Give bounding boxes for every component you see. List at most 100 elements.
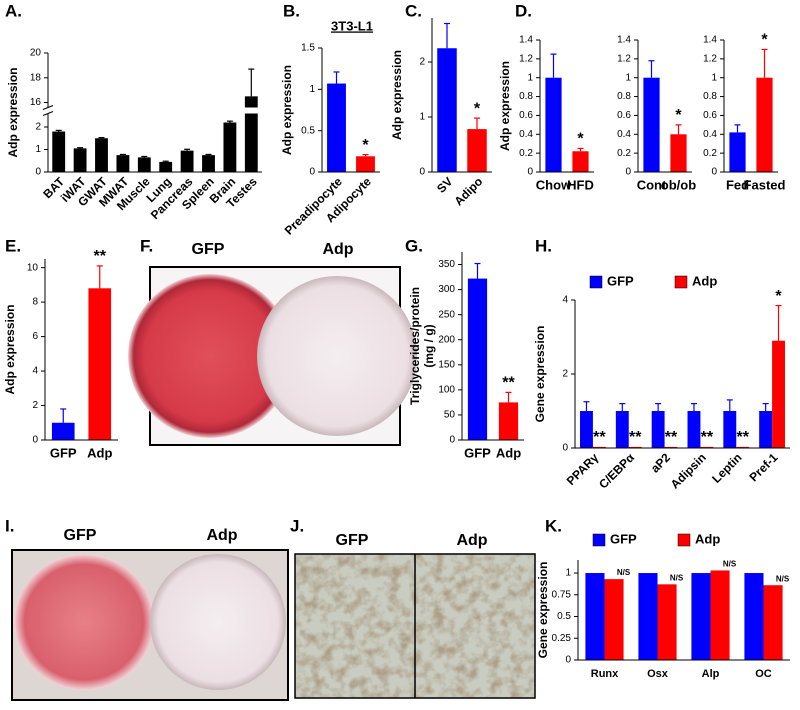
y-tick-label: 1.4 xyxy=(519,35,533,46)
legend-swatch xyxy=(677,533,691,547)
y-tick-label: 0 xyxy=(35,167,41,178)
x-tick-label: Adp xyxy=(496,445,521,460)
y-tick-label: 0.2 xyxy=(617,148,631,159)
y-tick-label: 0.2 xyxy=(519,148,533,159)
bar xyxy=(327,83,346,172)
bar xyxy=(723,411,737,448)
bar xyxy=(664,446,678,448)
bar xyxy=(604,579,624,660)
y-tick-label: 8 xyxy=(32,297,38,308)
y-tick-label: 0 xyxy=(625,167,631,178)
error-bar xyxy=(98,136,105,139)
bar xyxy=(95,138,108,172)
bar xyxy=(657,584,677,660)
x-tick-label: GFP xyxy=(50,445,77,460)
photo-panel-i: I. GFP Adp xyxy=(5,516,289,701)
significance-label: N/S xyxy=(617,568,631,577)
panel-letter: K. xyxy=(545,516,562,535)
y-tick-label: 0 xyxy=(309,167,315,178)
y-tick-label: 0.75 xyxy=(552,589,572,600)
y-axis-label: Gene expression xyxy=(533,326,547,423)
bar xyxy=(772,340,785,448)
bar xyxy=(545,77,562,172)
bar xyxy=(651,411,665,448)
significance-label: ** xyxy=(94,248,107,265)
y-tick-label: 1.5 xyxy=(301,43,315,54)
y-tick-label: 1 xyxy=(419,112,425,123)
y-tick-label: 0 xyxy=(419,167,425,178)
y-tick-label: 1 xyxy=(527,72,533,83)
bar xyxy=(467,278,488,440)
x-tick-label: Leptin xyxy=(709,450,744,485)
bar xyxy=(628,446,642,448)
error-bar xyxy=(655,403,662,411)
bar xyxy=(710,570,730,660)
bar xyxy=(585,573,605,660)
significance-label: ** xyxy=(736,429,749,446)
error-bar xyxy=(248,68,255,97)
y-tick-label: 1.2 xyxy=(703,53,717,64)
error-bar xyxy=(96,265,103,289)
error-bar xyxy=(162,160,169,162)
bar xyxy=(700,446,714,448)
x-tick-label: Fasted xyxy=(744,177,786,192)
panel-letter: C. xyxy=(405,1,422,20)
x-tick-label: Adp xyxy=(87,445,112,460)
y-axis-label: Adp expression xyxy=(280,65,294,155)
axis-break xyxy=(40,107,262,114)
photo-panel-f: F. GFP Adp xyxy=(128,236,417,446)
x-tick-label: Adipo xyxy=(451,174,485,208)
significance-label: ** xyxy=(701,429,714,446)
y-tick-label: 0 xyxy=(562,443,568,454)
error-bar xyxy=(77,147,84,149)
bar xyxy=(202,155,215,172)
error-bar xyxy=(226,120,233,123)
bar xyxy=(467,129,487,172)
y-tick-label: 1 xyxy=(309,84,315,95)
error-bar xyxy=(648,60,655,78)
y-tick-label: 1 xyxy=(711,72,717,83)
bar xyxy=(244,96,258,172)
photo-label: Adp xyxy=(456,532,487,549)
bar xyxy=(223,122,237,172)
error-bar xyxy=(775,304,782,341)
panel-letter: D. xyxy=(515,1,532,20)
legend-label: GFP xyxy=(610,531,637,546)
break-mark xyxy=(42,111,54,116)
y-axis-label: Adp expression xyxy=(6,67,20,157)
photo-label: Adp xyxy=(206,527,237,544)
y-tick-label: 1.2 xyxy=(519,53,533,64)
y-tick-label: 1 xyxy=(565,568,571,579)
legend-swatch xyxy=(674,275,688,289)
photo-label: GFP xyxy=(64,527,97,544)
y-tick-label: 0.8 xyxy=(617,91,631,102)
x-tick-label: Fed xyxy=(726,177,749,192)
bar xyxy=(729,132,746,172)
error-bar xyxy=(734,124,741,133)
x-tick-label: ob/ob xyxy=(661,177,696,192)
y-tick-label: 6 xyxy=(32,331,38,342)
significance-label: ** xyxy=(665,429,678,446)
error-bar xyxy=(761,48,768,78)
y-tick-label: 100 xyxy=(438,385,455,396)
significance-label: ** xyxy=(502,375,515,392)
y-tick-label: 0.25 xyxy=(552,633,572,644)
y-tick-label: 1 xyxy=(625,72,631,83)
y-axis-label: Triglycerides/protein xyxy=(408,287,422,405)
bar xyxy=(670,134,687,172)
dish xyxy=(257,276,417,436)
bar-chart: K. Gene expression 0 0.25 0.5 0.75 1 N/S N/S N/S N… xyxy=(536,516,790,680)
y-tick-label: 0.4 xyxy=(703,129,717,140)
y-tick-label: 150 xyxy=(438,359,455,370)
chart-title: 3T3-L1 xyxy=(331,18,373,33)
y-axis-label: (mg / g) xyxy=(422,324,436,367)
error-bar xyxy=(444,22,450,49)
x-tick-label: Cont xyxy=(637,177,667,192)
bar xyxy=(592,446,606,448)
error-bar xyxy=(333,71,340,84)
panel-letter: H. xyxy=(535,236,552,255)
y-tick-label: 250 xyxy=(438,309,455,320)
error-bar xyxy=(675,124,682,135)
y-tick-label: 0.6 xyxy=(617,110,631,121)
